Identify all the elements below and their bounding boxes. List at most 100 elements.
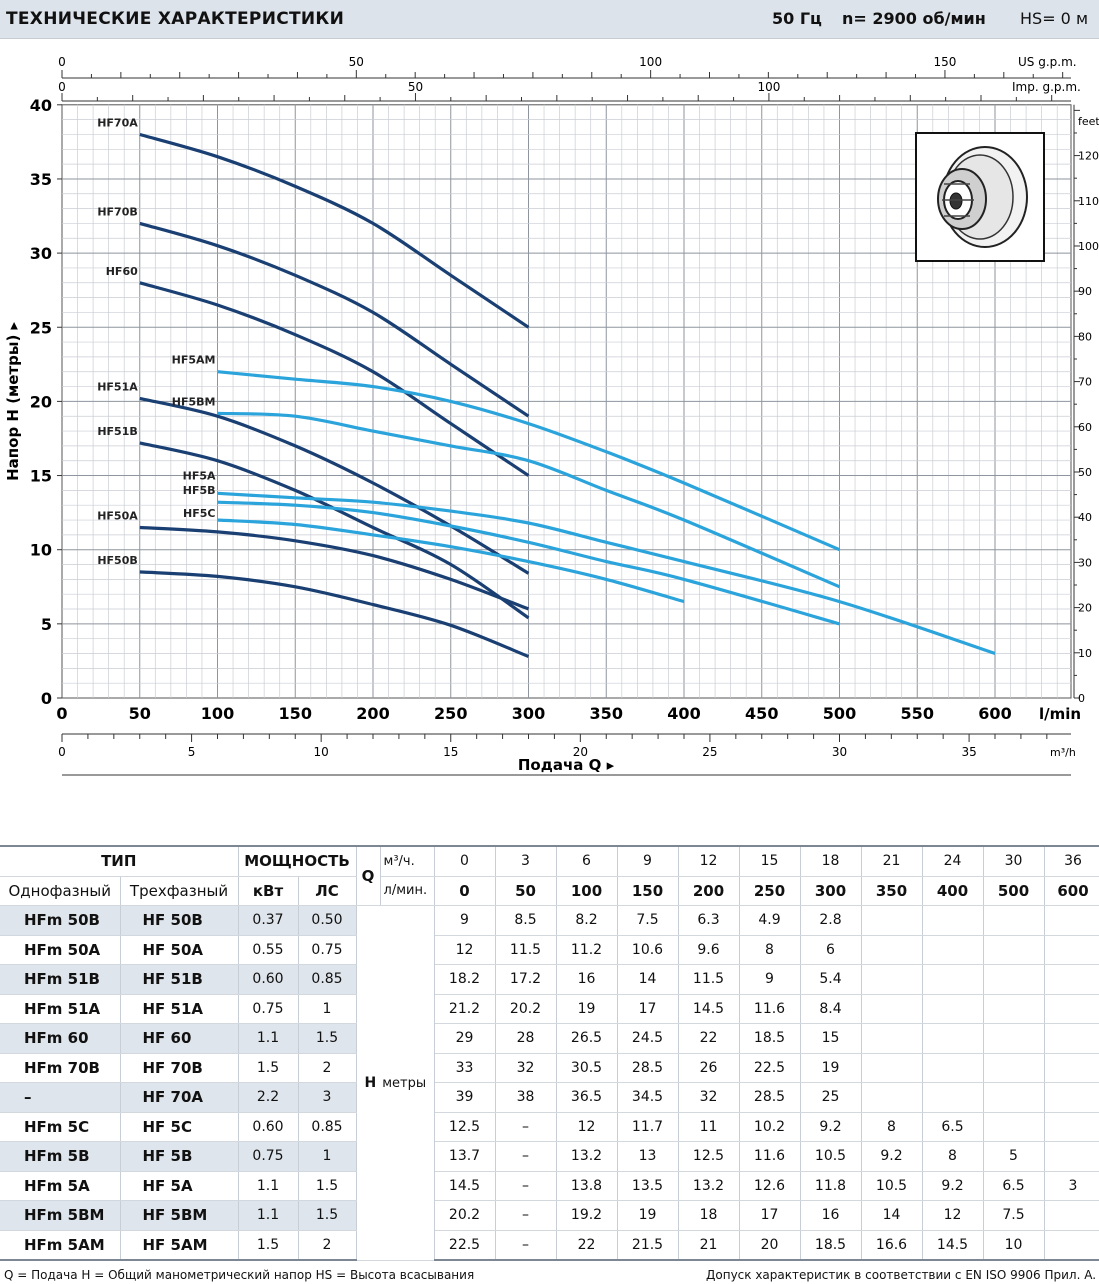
head-value: 39: [434, 1082, 496, 1113]
impgpm-tick-label: 0: [58, 80, 66, 94]
table-row: HFm 5B HF 5B 0.75 1 13.7–13.2 13 12.5 11.6 10.5 9…: [0, 1141, 1099, 1172]
three-phase-model: HF 5BM: [120, 1200, 239, 1231]
head-label: H: [364, 1074, 377, 1091]
head-value: 28.5: [739, 1082, 801, 1113]
x-tick-label: 100: [201, 704, 234, 723]
head-value: 26.5: [556, 1023, 618, 1054]
power-kw: 1.1: [238, 1200, 299, 1231]
head-value: [861, 905, 923, 936]
head-value: 19: [556, 994, 618, 1024]
series-label: HF5AM: [172, 354, 216, 367]
q-m3h-value: 30: [983, 845, 1045, 877]
head-value: 32: [678, 1082, 740, 1113]
power-hp: 0.85: [298, 964, 357, 995]
head-value: [1044, 1023, 1099, 1054]
head-value: 13: [617, 1141, 679, 1172]
chart-labels: HF70A HF70B HF60 HF51A HF51B HF50A HF50B HF5AM H…: [97, 116, 216, 566]
head-value: –: [495, 1171, 557, 1201]
power-kw: 1.1: [238, 1171, 299, 1201]
col-hp: ЛС: [298, 876, 357, 906]
m3h-tick-label: 35: [961, 745, 976, 759]
curve-hf5b: [217, 500, 840, 626]
page-title: ТЕХНИЧЕСКИЕ ХАРАКТЕРИСТИКИ: [6, 9, 345, 29]
usgpm-tick-label: 150: [933, 55, 956, 69]
m3h-tick-label: 25: [702, 745, 717, 759]
head-value: [861, 994, 923, 1024]
head-value: 33: [434, 1053, 496, 1083]
head-value: 6: [800, 935, 862, 965]
head-value: 24.5: [617, 1023, 679, 1054]
head-value: 9.6: [678, 935, 740, 965]
col-power-header: МОЩНОСТЬ: [238, 845, 357, 877]
x-tick-label: 350: [590, 704, 623, 723]
head-value: 11.2: [556, 935, 618, 965]
x-unit-impgpm: Imp. g.p.m.: [1012, 80, 1081, 94]
head-value: 5.4: [800, 964, 862, 995]
head-value: 17: [739, 1200, 801, 1231]
head-value: 38: [495, 1082, 557, 1113]
feet-tick-label: 0: [1078, 692, 1085, 705]
usgpm-tick-label: 50: [349, 55, 364, 69]
power-kw: 0.37: [238, 905, 299, 936]
series-label: HF51A: [97, 380, 138, 393]
usgpm-tick-label: 100: [639, 55, 662, 69]
power-hp: 0.50: [298, 905, 357, 936]
power-hp: 3: [298, 1082, 357, 1113]
power-kw: 0.75: [238, 1141, 299, 1172]
table-row: HFm 5A HF 5A 1.1 1.5 14.5–13.8 13.5 13.2 12.6 11…: [0, 1171, 1099, 1201]
single-phase-model: HFm 51B: [0, 964, 121, 995]
three-phase-model: HF 5B: [120, 1141, 239, 1172]
curve-hf50b: [139, 570, 530, 658]
curve-hf51b: [139, 441, 530, 620]
table-row: – HF 70A 2.2 3 39 38 36.5 34.5 32 28.5 25: [0, 1082, 1099, 1113]
table-row: HFm 5AM HF 5AM 1.5 2 22.5–22 21.5 21 20 18.5 16.6…: [0, 1230, 1099, 1261]
q-lmin-value: 500: [983, 876, 1045, 906]
feet-tick-label: 30: [1078, 556, 1092, 569]
table-row: HFm 5BM HF 5BM 1.1 1.5 20.2–19.2 19 18 17 16 14 12…: [0, 1200, 1099, 1231]
chart-grid: [61, 104, 1072, 699]
head-value: [922, 935, 984, 965]
head-value: 21.2: [434, 994, 496, 1024]
power-kw: 1.5: [238, 1053, 299, 1083]
x-tick-label: 50: [129, 704, 151, 723]
y-tick-label: 0: [41, 689, 52, 708]
head-value: 19.2: [556, 1200, 618, 1231]
q-lmin-value: 200: [678, 876, 740, 906]
head-value: 14.5: [434, 1171, 496, 1201]
table-header-row-1: ТИП МОЩНОСТЬ Q м³/ч. 0 3 6 9 12 15 18 21 24 30 36: [0, 845, 1099, 906]
q-m3h-value: 15: [739, 845, 801, 877]
head-value: 17: [617, 994, 679, 1024]
head-value: [861, 1053, 923, 1083]
head-value: [922, 905, 984, 936]
head-value: 22.5: [434, 1230, 496, 1261]
head-value: 13.8: [556, 1171, 618, 1201]
head-value: 18.5: [739, 1023, 801, 1054]
head-value: 14.5: [922, 1230, 984, 1261]
q-lmin-value: 300: [800, 876, 862, 906]
x-tick-label: 250: [434, 704, 467, 723]
power-hp: 0.75: [298, 935, 357, 965]
head-value: 12: [556, 1112, 618, 1142]
x-tick-label: 550: [901, 704, 934, 723]
series-label: HF50B: [97, 554, 137, 567]
q-m3h-value: 36: [1044, 845, 1099, 877]
y-tick-label: 35: [30, 170, 52, 189]
page-header: ТЕХНИЧЕСКИЕ ХАРАКТЕРИСТИКИ 50 Гц n= 2900…: [0, 0, 1099, 39]
feet-tick-label: 20: [1078, 602, 1092, 615]
head-value: 10.6: [617, 935, 679, 965]
head-value: [983, 1112, 1045, 1142]
y-tick-label: 5: [41, 615, 52, 634]
q-lmin-value: 150: [617, 876, 679, 906]
m3h-tick-label: 5: [188, 745, 196, 759]
power-hp: 1: [298, 1141, 357, 1172]
head-value: 9: [434, 905, 496, 936]
series-label: HF5BM: [172, 395, 216, 408]
feet-tick-label: 80: [1078, 330, 1092, 343]
head-value: 9: [739, 964, 801, 995]
q-m3h-value: 6: [556, 845, 618, 877]
three-phase-model: HF 5AM: [120, 1230, 239, 1261]
x-tick-label: 150: [279, 704, 312, 723]
